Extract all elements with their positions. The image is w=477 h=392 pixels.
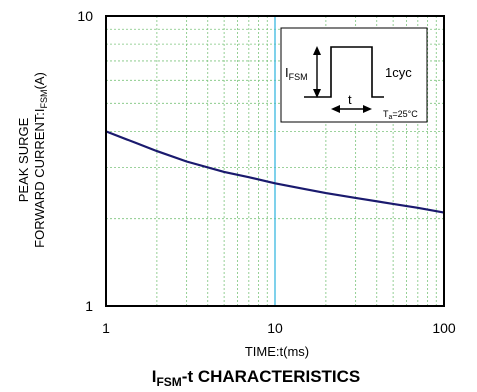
svg-text:1cyc: 1cyc — [385, 65, 412, 80]
x-tick-label: 10 — [267, 320, 283, 336]
x-tick-label: 100 — [432, 320, 456, 336]
svg-text:FORWARD CURRENT:IFSM(A): FORWARD CURRENT:IFSM(A) — [32, 72, 49, 248]
y-axis-label: PEAK SURGE FORWARD CURRENT:IFSM(A) — [16, 72, 49, 248]
y-tick-labels: 1 10 — [77, 8, 93, 314]
svg-text:IFSM: IFSM — [285, 65, 308, 82]
y-tick-label: 1 — [85, 298, 93, 314]
x-tick-label: 1 — [102, 320, 110, 336]
svg-text:PEAK SURGE: PEAK SURGE — [16, 117, 31, 202]
series-curve — [105, 130, 445, 214]
svg-text:Ta=25°C: Ta=25°C — [383, 109, 418, 121]
svg-text:t: t — [348, 92, 352, 107]
y-tick-label: 10 — [77, 8, 93, 24]
x-axis-label: TIME:t(ms) — [245, 344, 309, 359]
plot-frame — [105, 15, 445, 307]
chart-title: IFSM-t CHARACTERISTICS — [152, 367, 361, 389]
inset-pulse-diagram: IFSM 1cyc t Ta=25°C — [280, 27, 428, 123]
x-tick-labels: 1 10 100 — [102, 320, 456, 336]
